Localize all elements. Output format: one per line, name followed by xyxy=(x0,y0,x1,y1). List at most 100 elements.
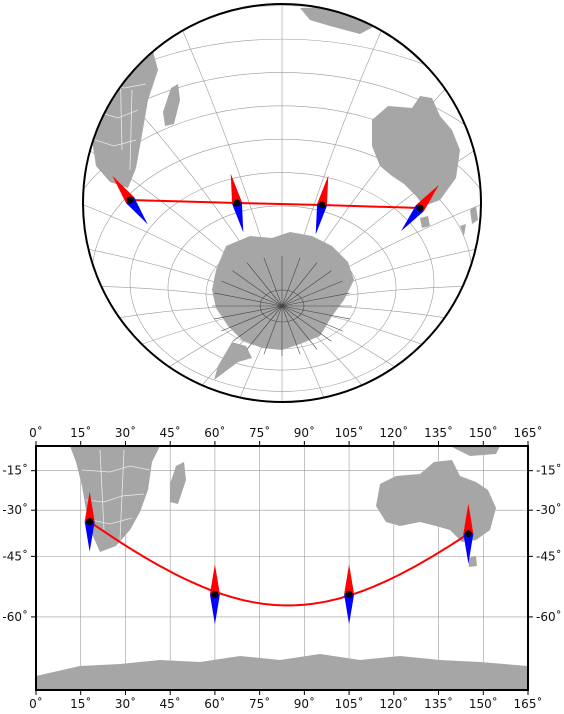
mercator-madagascar xyxy=(170,462,186,504)
globe-polar-spoke-7 xyxy=(263,305,283,355)
mercator-xlabel-top-10: 150˚ xyxy=(469,425,498,440)
mercator-xlabel-bottom-0: 0˚ xyxy=(29,696,43,711)
globe-polar-spoke-2 xyxy=(281,305,343,332)
mercator-xlabel-bottom-11: 165˚ xyxy=(514,696,543,711)
mercator-point-3 xyxy=(464,530,472,538)
globe-map xyxy=(82,3,482,403)
globe-arrow-north-3 xyxy=(416,184,439,212)
globe-polar-spoke-4 xyxy=(281,305,318,350)
globe-polar-spoke-10 xyxy=(221,305,283,332)
globe-marker-2 xyxy=(315,175,329,235)
globe-australia xyxy=(372,96,460,206)
mercator-map: 0˚ 0˚ 15˚ 15˚ 30˚ 30˚ 45˚ 45˚ 60˚ 60˚ 75˚ 75˚ 90˚ 90˚… xyxy=(2,425,561,711)
globe-marker-3 xyxy=(401,184,439,232)
mercator-track-line xyxy=(89,520,469,607)
mercator-arrow-north-1 xyxy=(209,564,220,595)
mercator-point-2 xyxy=(345,590,353,598)
globe-polar-spoke-14 xyxy=(221,280,283,307)
globe-arrow-south-3 xyxy=(401,204,424,232)
mercator-xlabel-bottom-6: 90˚ xyxy=(294,696,315,711)
globe-track-line xyxy=(129,199,421,209)
mercator-xlabel-bottom-3: 45˚ xyxy=(160,696,181,711)
globe-markers xyxy=(112,173,439,235)
mercator-point-1 xyxy=(211,590,219,598)
mercator-xlabel-bottom-1: 15˚ xyxy=(70,696,91,711)
mercator-xlabel-top-11: 165˚ xyxy=(514,425,543,440)
mercator-marker-2 xyxy=(344,564,355,625)
globe-polar-spoke-11 xyxy=(214,305,283,320)
globe-polar-graticule xyxy=(212,256,352,356)
mercator-xlabel-top-9: 135˚ xyxy=(424,425,453,440)
globe-marker-1 xyxy=(230,173,244,233)
mercator-xlabel-top-0: 0˚ xyxy=(29,425,43,440)
globe-polar-spoke-21 xyxy=(281,270,332,307)
globe-polar-spoke-16 xyxy=(246,262,283,307)
mercator-antarctica xyxy=(36,654,528,690)
mercator-ylabel-left-1: -30˚ xyxy=(2,502,28,517)
globe-arrow-north-2 xyxy=(317,175,329,207)
mercator-xlabel-top-7: 105˚ xyxy=(335,425,364,440)
mercator-africa-borders xyxy=(81,449,151,541)
globe-tasmania xyxy=(420,216,430,228)
globe-polar-spoke-9 xyxy=(232,305,283,342)
globe-polar-spoke-17 xyxy=(263,257,283,307)
mercator-ylabel-left-2: -45˚ xyxy=(2,548,28,563)
globe-antarctic-peninsula xyxy=(214,342,252,380)
mercator-arrow-south-0 xyxy=(84,521,95,552)
globe-polar-spoke-20 xyxy=(281,262,318,307)
mercator-arrow-north-2 xyxy=(344,564,355,595)
globe-polar-spoke-13 xyxy=(214,292,283,307)
mercator-point-0 xyxy=(86,518,94,526)
mercator-marker-1 xyxy=(209,564,220,625)
globe-polar-circle xyxy=(259,289,305,323)
mercator-xlabel-top-2: 30˚ xyxy=(115,425,136,440)
mercator-ylabel-right-3: -60˚ xyxy=(536,609,562,624)
globe-arrow-north-0 xyxy=(112,175,135,203)
mercator-xlabel-bottom-5: 75˚ xyxy=(249,696,270,711)
mercator-tick-labels: 0˚ 0˚ 15˚ 15˚ 30˚ 30˚ 45˚ 45˚ 60˚ 60˚ 75˚ 75˚ 90˚ 90˚… xyxy=(2,425,561,711)
mercator-ylabel-right-0: -15˚ xyxy=(536,463,562,478)
mercator-xlabel-top-4: 60˚ xyxy=(204,425,225,440)
globe-polar-spoke-5 xyxy=(281,305,301,355)
globe-polar-spoke-23 xyxy=(281,292,350,307)
mercator-xlabel-bottom-4: 60˚ xyxy=(204,696,225,711)
globe-polar-spoke-15 xyxy=(232,270,283,307)
mercator-new-guinea xyxy=(450,446,500,456)
globe-arrow-south-1 xyxy=(232,201,244,233)
mercator-xlabel-top-3: 45˚ xyxy=(160,425,181,440)
globe-polar-spoke-3 xyxy=(281,305,332,342)
globe-new-zealand xyxy=(460,206,478,236)
globe-point-3 xyxy=(416,204,424,212)
globe-point-2 xyxy=(318,201,326,209)
globe-outline xyxy=(82,3,482,403)
globe-polar-spoke-22 xyxy=(281,280,343,307)
globe-arrow-south-0 xyxy=(125,197,148,225)
globe-arrow-south-2 xyxy=(315,203,327,235)
mercator-arrow-north-0 xyxy=(84,491,95,522)
globe-arrow-north-1 xyxy=(230,173,242,205)
mercator-arrow-north-3 xyxy=(463,503,474,534)
mercator-xlabel-bottom-8: 120˚ xyxy=(379,696,408,711)
mercator-arrow-south-3 xyxy=(463,533,474,564)
mercator-ylabel-right-2: -45˚ xyxy=(536,548,562,563)
mercator-ylabel-left-3: -60˚ xyxy=(2,609,28,624)
mercator-ylabel-left-0: -15˚ xyxy=(2,463,28,478)
mercator-tasmania xyxy=(468,556,477,567)
mercator-markers xyxy=(84,491,474,625)
mercator-marker-0 xyxy=(84,491,95,552)
mercator-xlabel-top-5: 75˚ xyxy=(249,425,270,440)
mercator-xlabel-top-6: 90˚ xyxy=(294,425,315,440)
globe-polar-spoke-19 xyxy=(281,257,301,307)
mercator-xlabel-bottom-2: 30˚ xyxy=(115,696,136,711)
globe-marker-0 xyxy=(112,175,148,225)
mercator-arrow-south-1 xyxy=(209,594,220,625)
mercator-xlabel-bottom-10: 150˚ xyxy=(469,696,498,711)
globe-point-1 xyxy=(233,199,241,207)
mercator-ticks xyxy=(31,441,533,695)
globe-point-0 xyxy=(126,196,134,204)
mercator-marker-3 xyxy=(463,503,474,564)
globe-polar-spoke-8 xyxy=(246,305,283,350)
mercator-xlabel-top-8: 120˚ xyxy=(379,425,408,440)
globe-madagascar xyxy=(163,84,180,126)
